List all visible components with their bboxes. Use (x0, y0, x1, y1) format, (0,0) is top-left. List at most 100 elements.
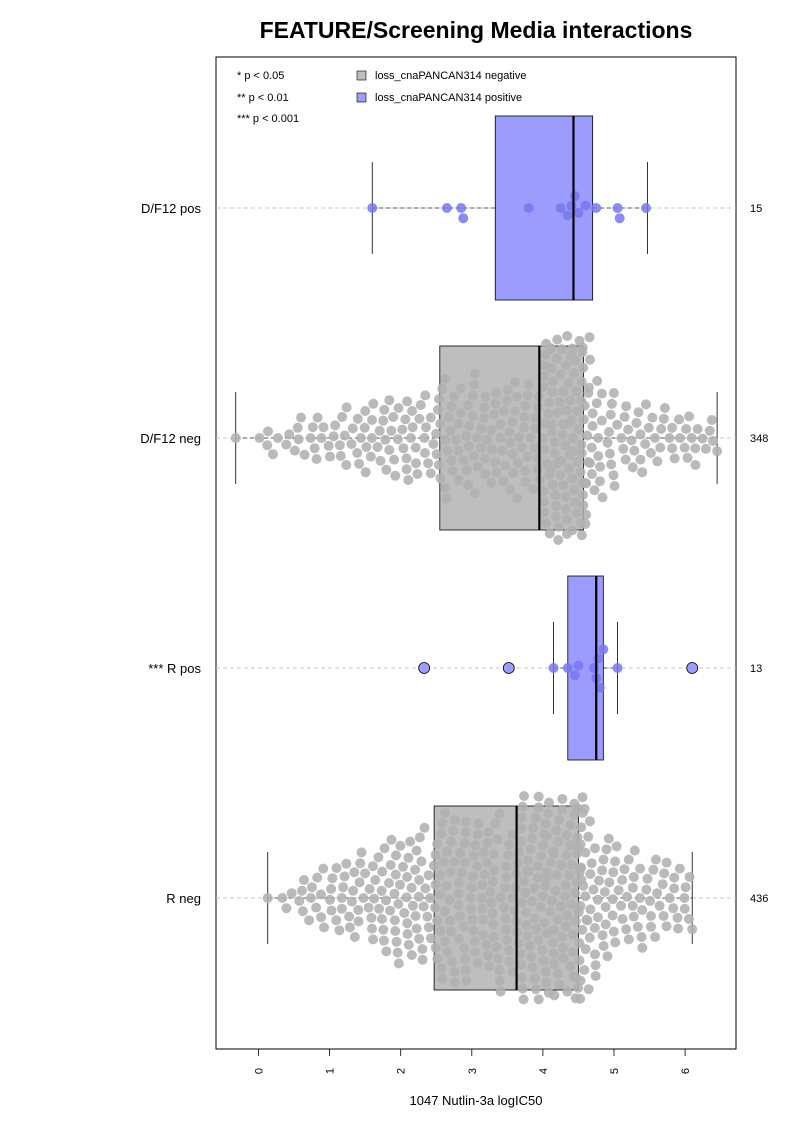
data-point (319, 922, 330, 933)
data-point (292, 422, 303, 433)
data-point (352, 448, 363, 458)
data-point (306, 882, 317, 893)
data-point (304, 915, 315, 926)
data-point (505, 437, 516, 448)
data-point (372, 442, 383, 452)
data-point (652, 456, 663, 467)
data-point (488, 919, 499, 930)
data-point (414, 933, 425, 944)
data-point (432, 953, 443, 964)
data-point (549, 924, 560, 935)
data-point (417, 944, 428, 954)
data-point (393, 899, 404, 909)
data-point (379, 404, 390, 415)
data-point (603, 833, 614, 844)
data-point (483, 827, 494, 837)
data-point (533, 935, 544, 945)
data-point (459, 943, 470, 954)
data-point (369, 893, 380, 904)
data-point (667, 422, 678, 433)
data-point (456, 867, 467, 878)
data-point (385, 860, 396, 870)
data-point (402, 872, 413, 882)
data-point (561, 921, 572, 932)
data-point (614, 213, 625, 224)
data-point (547, 937, 558, 948)
data-point (437, 974, 448, 984)
data-point (529, 882, 540, 893)
data-point (545, 343, 556, 354)
data-point (519, 791, 530, 801)
data-point (461, 465, 472, 476)
data-point (669, 453, 680, 464)
data-point (425, 933, 436, 944)
data-point (576, 530, 587, 541)
data-point (585, 869, 596, 879)
data-point (582, 430, 593, 441)
data-point (606, 459, 617, 470)
data-point (495, 892, 506, 903)
data-point (449, 815, 460, 825)
data-point (368, 398, 379, 409)
data-point (461, 431, 472, 442)
data-point (339, 871, 350, 882)
data-point (648, 864, 659, 875)
data-point (576, 822, 587, 833)
data-point (453, 418, 464, 429)
data-point (546, 419, 557, 430)
data-point (297, 906, 308, 917)
x-tick-label: 1 (325, 1068, 337, 1074)
data-point (373, 852, 384, 863)
data-point (423, 870, 434, 881)
data-point (341, 460, 352, 470)
data-point (556, 344, 567, 355)
outlier-point (502, 662, 515, 674)
data-point (623, 424, 634, 435)
data-point (661, 857, 672, 868)
data-point (549, 448, 560, 458)
data-point (622, 891, 633, 902)
data-point (645, 896, 656, 906)
data-point (325, 894, 336, 905)
data-point (299, 449, 310, 460)
data-point (389, 454, 400, 465)
data-point (294, 896, 305, 906)
data-point (494, 975, 505, 986)
x-tick-label: 0 (254, 1068, 266, 1074)
data-point (463, 479, 474, 490)
data-point (485, 887, 496, 897)
data-point (576, 439, 587, 450)
data-point (472, 461, 483, 472)
data-point (579, 803, 590, 814)
data-point (664, 893, 675, 903)
data-point (328, 431, 339, 442)
data-point (453, 475, 464, 485)
data-point (608, 867, 619, 878)
data-point (593, 433, 604, 443)
data-point (440, 373, 451, 384)
group-label: D/F12 pos (141, 201, 201, 216)
data-point (643, 422, 654, 433)
data-point (346, 439, 357, 449)
data-point (425, 412, 436, 423)
data-point (571, 386, 582, 397)
data-point (392, 947, 403, 958)
data-point (550, 885, 561, 896)
data-point (377, 866, 388, 877)
data-point (384, 395, 395, 406)
data-point (679, 893, 690, 903)
data-point (544, 797, 555, 808)
data-point (458, 455, 469, 466)
data-point (587, 408, 598, 419)
data-point (400, 414, 411, 425)
data-point (309, 443, 320, 454)
data-point (405, 836, 416, 847)
data-point (381, 895, 392, 906)
data-point (521, 920, 532, 930)
data-point (401, 892, 412, 903)
data-point (573, 207, 584, 218)
data-point (512, 493, 523, 503)
data-point (403, 939, 414, 950)
data-point (582, 915, 593, 926)
data-point (480, 453, 491, 464)
